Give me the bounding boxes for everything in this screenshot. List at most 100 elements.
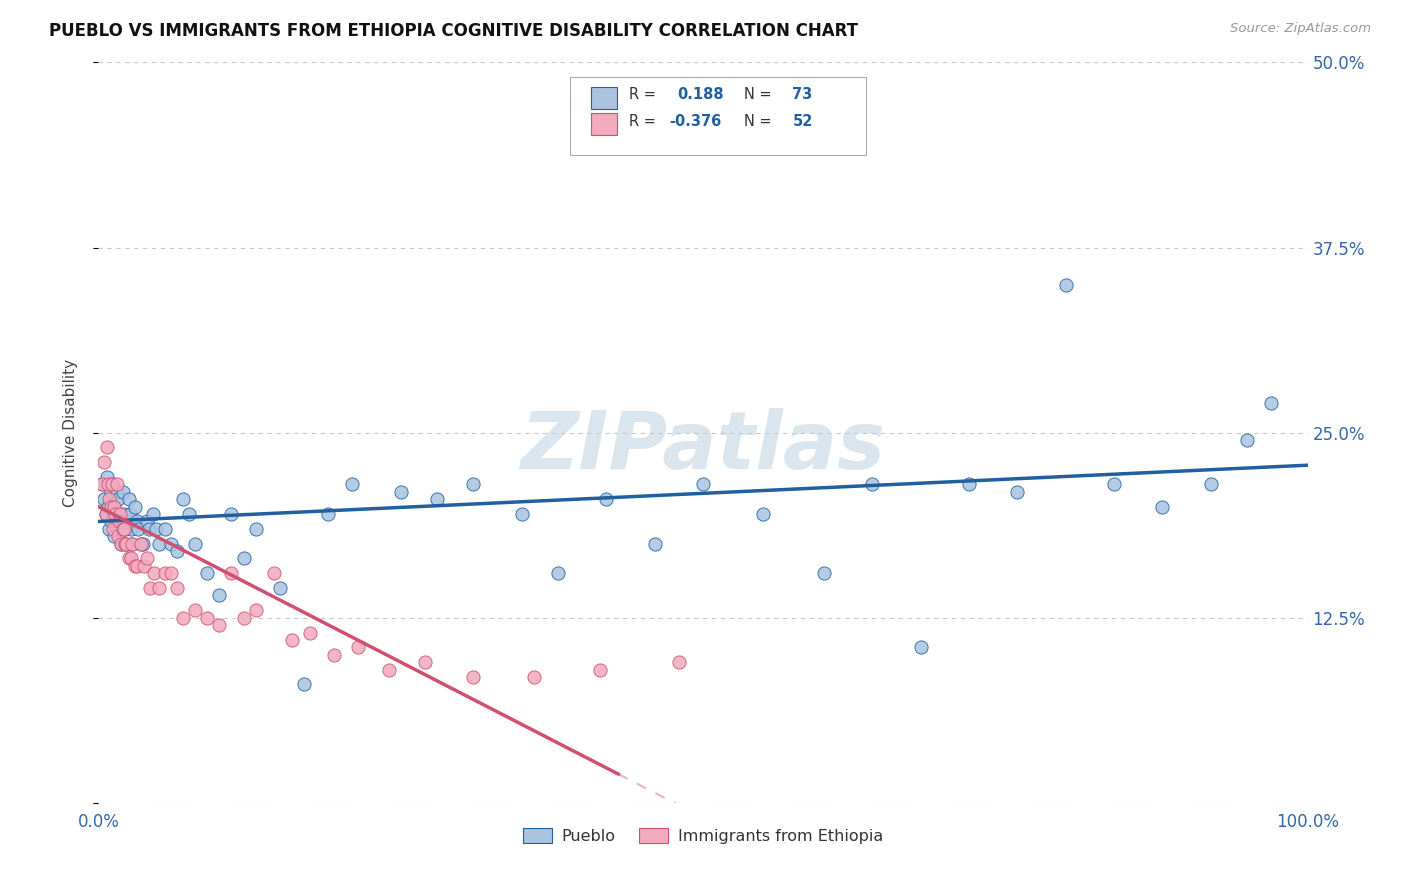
Point xyxy=(910,640,932,655)
Point xyxy=(145,522,167,536)
Point xyxy=(121,536,143,550)
Point xyxy=(221,566,243,581)
Point xyxy=(124,558,146,573)
Point xyxy=(281,632,304,647)
Point xyxy=(463,670,485,684)
FancyBboxPatch shape xyxy=(569,78,866,155)
Point xyxy=(1054,277,1077,292)
Text: R =: R = xyxy=(630,87,657,102)
Point xyxy=(105,522,128,536)
Point xyxy=(1199,477,1222,491)
Point xyxy=(114,522,136,536)
Point xyxy=(96,441,118,455)
Point xyxy=(93,492,115,507)
Point xyxy=(510,507,533,521)
Point xyxy=(103,500,125,514)
Point xyxy=(172,610,194,624)
Point xyxy=(668,655,690,669)
Point xyxy=(111,484,134,499)
Point xyxy=(100,477,122,491)
Point xyxy=(118,492,141,507)
Point xyxy=(134,558,156,573)
Text: N =: N = xyxy=(744,114,772,129)
Point xyxy=(413,655,436,669)
Point xyxy=(98,492,121,507)
Point xyxy=(101,522,124,536)
Point xyxy=(153,566,176,581)
Legend: Pueblo, Immigrants from Ethiopia: Pueblo, Immigrants from Ethiopia xyxy=(516,822,890,850)
Point xyxy=(153,522,176,536)
Point xyxy=(103,529,125,543)
Point xyxy=(111,515,134,529)
Point xyxy=(127,522,149,536)
Text: PUEBLO VS IMMIGRANTS FROM ETHIOPIA COGNITIVE DISABILITY CORRELATION CHART: PUEBLO VS IMMIGRANTS FROM ETHIOPIA COGNI… xyxy=(49,22,858,40)
Point xyxy=(377,663,399,677)
Point xyxy=(589,663,612,677)
Point xyxy=(463,477,485,491)
Point xyxy=(112,507,135,521)
Point xyxy=(118,507,141,521)
Point xyxy=(323,648,346,662)
Point xyxy=(1152,500,1174,514)
Point xyxy=(108,507,131,521)
Point xyxy=(316,507,339,521)
Point xyxy=(105,484,128,499)
Point xyxy=(644,536,666,550)
Point xyxy=(148,581,170,595)
Point xyxy=(120,551,142,566)
Point xyxy=(232,610,254,624)
Point xyxy=(93,455,115,469)
Point xyxy=(107,492,129,507)
Point xyxy=(208,589,231,603)
Text: N =: N = xyxy=(744,87,772,102)
Point xyxy=(91,477,114,491)
Point xyxy=(143,566,166,581)
Point xyxy=(166,581,188,595)
Point xyxy=(179,507,201,521)
Point xyxy=(129,536,152,550)
Point xyxy=(108,522,131,536)
Text: Source: ZipAtlas.com: Source: ZipAtlas.com xyxy=(1230,22,1371,36)
Bar xyxy=(591,112,617,135)
Point xyxy=(139,581,162,595)
Point xyxy=(101,507,124,521)
Point xyxy=(100,484,122,499)
Point xyxy=(135,551,157,566)
Text: ZIPatlas: ZIPatlas xyxy=(520,409,886,486)
Bar xyxy=(591,87,617,109)
Point xyxy=(94,507,117,521)
Point xyxy=(91,477,114,491)
Point xyxy=(103,500,125,514)
Point xyxy=(108,507,131,521)
Point xyxy=(107,529,129,543)
Point xyxy=(138,522,160,536)
Text: 0.188: 0.188 xyxy=(678,87,724,102)
Point xyxy=(127,558,149,573)
Point xyxy=(97,477,120,491)
Point xyxy=(110,536,132,550)
Point xyxy=(118,551,141,566)
Point xyxy=(142,507,165,521)
Point xyxy=(104,507,127,521)
Point xyxy=(166,544,188,558)
Point xyxy=(547,566,569,581)
Point xyxy=(292,677,315,691)
Point xyxy=(105,477,128,491)
Point xyxy=(127,515,149,529)
Point xyxy=(114,536,136,550)
Point xyxy=(100,500,122,514)
Point xyxy=(1007,484,1029,499)
Point xyxy=(160,536,183,550)
Point xyxy=(184,603,207,617)
Point xyxy=(132,536,155,550)
Point xyxy=(269,581,291,595)
Point xyxy=(195,610,218,624)
Point xyxy=(1260,396,1282,410)
Point xyxy=(813,566,835,581)
Point xyxy=(195,566,218,581)
Point xyxy=(115,536,138,550)
Point xyxy=(129,536,152,550)
Point xyxy=(245,522,267,536)
Point xyxy=(347,640,370,655)
Point xyxy=(860,477,883,491)
